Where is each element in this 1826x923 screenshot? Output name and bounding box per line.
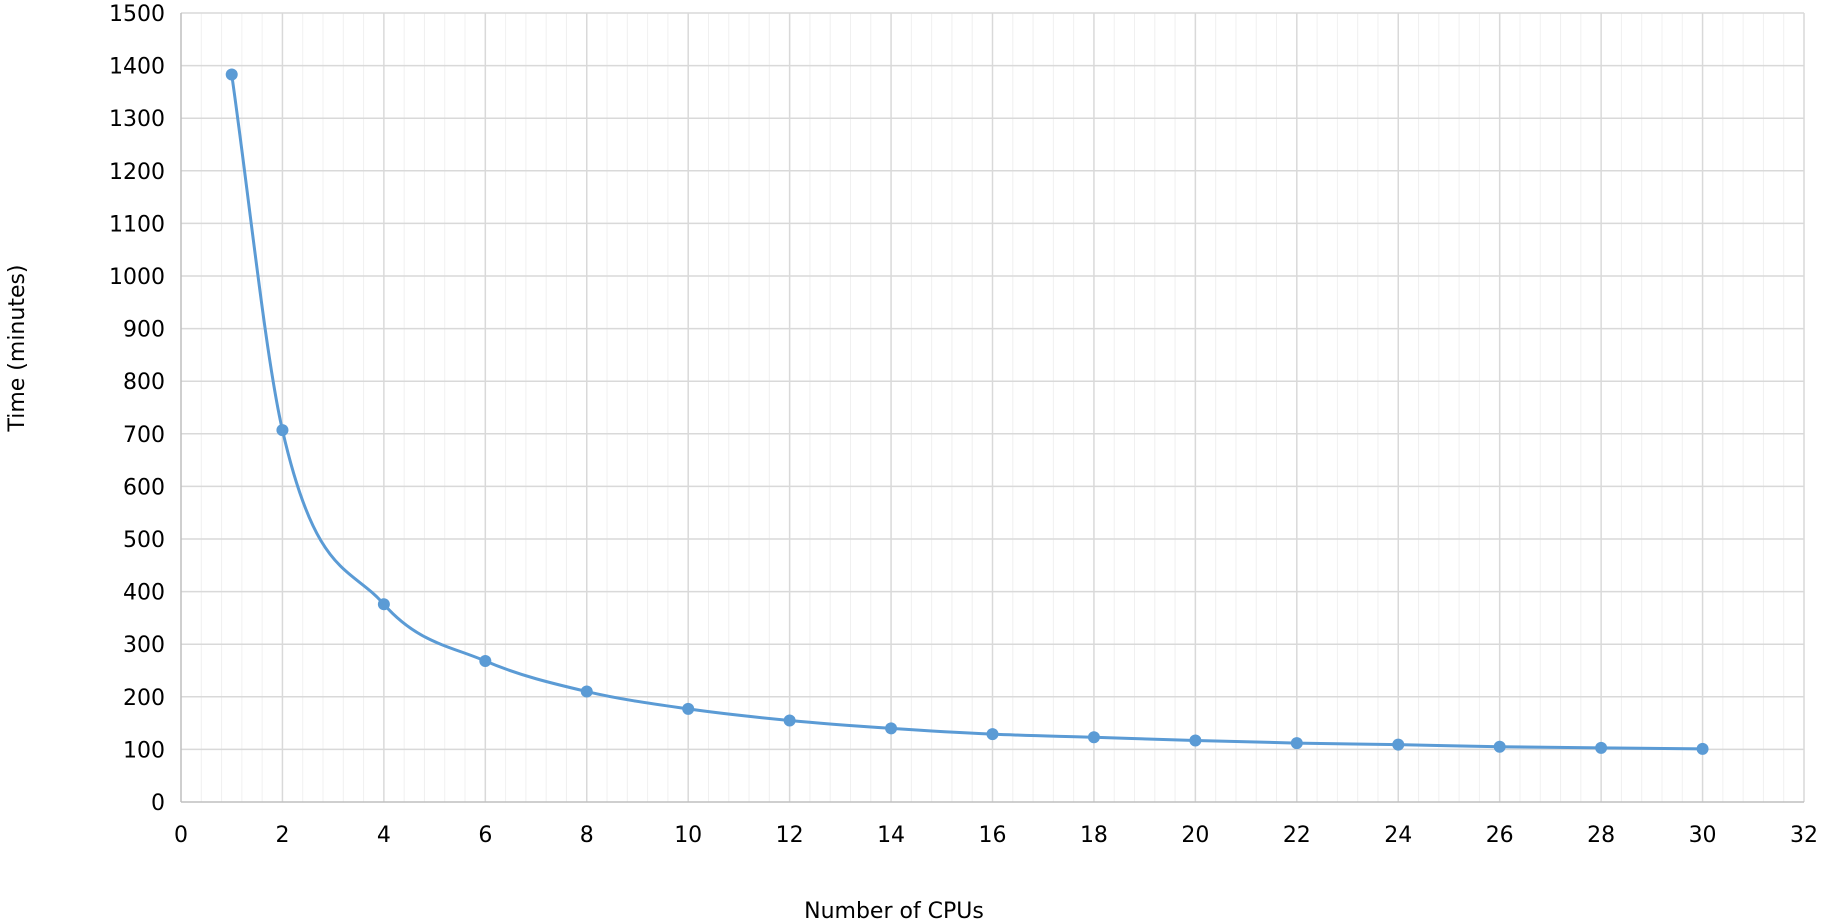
data-point <box>276 424 289 437</box>
x-tick-label: 16 <box>979 823 1007 848</box>
data-point <box>1595 741 1608 754</box>
y-tick-label: 0 <box>151 791 165 816</box>
x-tick-label: 22 <box>1283 823 1311 848</box>
x-tick-label: 4 <box>377 823 391 848</box>
y-tick-label: 600 <box>123 475 165 500</box>
y-tick-label: 400 <box>123 581 165 606</box>
data-point <box>682 702 695 715</box>
series-line <box>230 74 1703 751</box>
x-tick-label: 0 <box>174 823 188 848</box>
x-tick-label: 14 <box>877 823 905 848</box>
data-point <box>1087 731 1100 744</box>
y-tick-label: 500 <box>123 528 165 553</box>
data-point <box>1696 742 1709 755</box>
y-tick-label: 1200 <box>109 160 165 185</box>
minor-gridlines <box>200 13 1785 802</box>
y-axis-title: Time (minutes) <box>5 264 30 432</box>
data-point <box>479 655 492 668</box>
x-tick-label: 30 <box>1689 823 1717 848</box>
x-tick-label: 32 <box>1790 823 1818 848</box>
y-tick-label: 1100 <box>109 212 165 237</box>
x-tick-label: 6 <box>478 823 492 848</box>
data-point <box>1290 737 1303 750</box>
major-gridlines <box>181 12 1805 802</box>
data-point <box>1189 734 1202 747</box>
y-tick-label: 900 <box>123 318 165 343</box>
y-tick-label: 1500 <box>109 2 165 27</box>
y-tick-label: 700 <box>123 423 165 448</box>
x-tick-label: 2 <box>275 823 289 848</box>
x-tick-label: 26 <box>1486 823 1514 848</box>
y-tick-label: 200 <box>123 686 165 711</box>
y-tick-label: 1400 <box>109 55 165 80</box>
data-point <box>1392 738 1405 751</box>
x-tick-label: 28 <box>1587 823 1615 848</box>
data-point <box>986 728 999 741</box>
data-point <box>885 722 898 735</box>
x-tick-label: 8 <box>580 823 594 848</box>
y-tick-label: 800 <box>123 370 165 395</box>
axes <box>180 13 1804 803</box>
data-point <box>377 598 390 611</box>
x-axis-title: Number of CPUs <box>804 899 984 923</box>
x-axis-tick-labels: 0 2 4 6 8 10 12 14 16 18 20 22 24 26 28 30 32 <box>174 823 1818 848</box>
x-tick-label: 18 <box>1080 823 1108 848</box>
y-axis-tick-labels: 0 100 200 300 400 500 600 700 800 900 1000 1100 1200… <box>109 2 165 816</box>
series-layer <box>225 68 1709 755</box>
data-point <box>783 714 796 727</box>
x-tick-label: 20 <box>1181 823 1209 848</box>
data-point <box>225 68 238 81</box>
y-tick-label: 1000 <box>109 265 165 290</box>
x-tick-label: 10 <box>674 823 702 848</box>
data-point <box>580 685 593 698</box>
x-tick-label: 12 <box>776 823 804 848</box>
y-tick-label: 300 <box>123 633 165 658</box>
data-point <box>1493 740 1506 753</box>
x-tick-label: 24 <box>1384 823 1412 848</box>
y-tick-label: 1300 <box>109 107 165 132</box>
y-tick-label: 100 <box>123 738 165 763</box>
